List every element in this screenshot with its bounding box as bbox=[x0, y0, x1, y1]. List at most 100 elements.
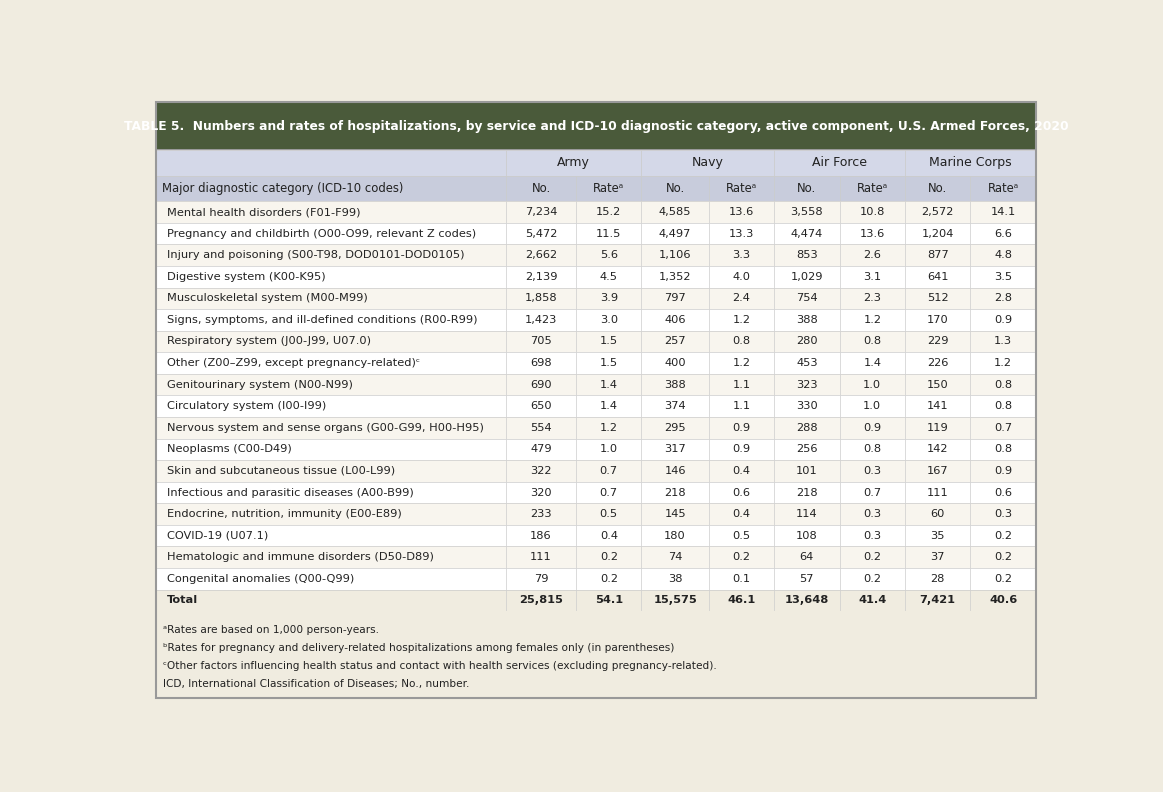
Bar bbox=[840, 223, 905, 245]
Bar bbox=[642, 223, 708, 245]
Bar bbox=[970, 309, 1036, 331]
Bar bbox=[576, 331, 642, 352]
Text: 4,585: 4,585 bbox=[659, 207, 691, 217]
Text: 690: 690 bbox=[530, 379, 552, 390]
Text: Signs, symptoms, and ill-defined conditions (R00-R99): Signs, symptoms, and ill-defined conditi… bbox=[166, 315, 477, 325]
Bar bbox=[506, 482, 576, 504]
Text: 479: 479 bbox=[530, 444, 552, 455]
Text: 142: 142 bbox=[927, 444, 949, 455]
Bar bbox=[970, 460, 1036, 482]
Bar bbox=[506, 417, 576, 439]
Bar bbox=[840, 176, 905, 201]
Text: 218: 218 bbox=[795, 488, 818, 497]
Text: Rateᵃ: Rateᵃ bbox=[726, 182, 757, 195]
Bar bbox=[970, 223, 1036, 245]
Bar bbox=[506, 395, 576, 417]
Bar bbox=[840, 374, 905, 395]
Text: 388: 388 bbox=[795, 315, 818, 325]
Bar bbox=[775, 176, 840, 201]
Bar bbox=[970, 546, 1036, 568]
Bar bbox=[506, 374, 576, 395]
Bar bbox=[708, 482, 775, 504]
Text: 0.4: 0.4 bbox=[600, 531, 618, 541]
Text: 4.5: 4.5 bbox=[600, 272, 618, 282]
Text: 0.3: 0.3 bbox=[863, 531, 882, 541]
Bar bbox=[506, 460, 576, 482]
Bar bbox=[156, 309, 1036, 331]
Bar bbox=[905, 223, 970, 245]
Text: 141: 141 bbox=[927, 402, 949, 411]
Text: Digestive system (K00-K95): Digestive system (K00-K95) bbox=[166, 272, 326, 282]
Bar bbox=[840, 417, 905, 439]
Text: 7,421: 7,421 bbox=[920, 596, 956, 605]
Bar bbox=[506, 352, 576, 374]
Text: 257: 257 bbox=[664, 337, 686, 346]
Bar bbox=[576, 223, 642, 245]
Bar bbox=[775, 201, 840, 223]
Text: 0.9: 0.9 bbox=[994, 466, 1012, 476]
Bar bbox=[708, 590, 775, 611]
Text: 41.4: 41.4 bbox=[858, 596, 886, 605]
Text: 512: 512 bbox=[927, 293, 949, 303]
Text: 13.6: 13.6 bbox=[729, 207, 754, 217]
Text: 0.7: 0.7 bbox=[600, 466, 618, 476]
Bar bbox=[156, 590, 506, 611]
Bar bbox=[970, 504, 1036, 525]
Bar bbox=[775, 439, 840, 460]
Bar bbox=[156, 149, 1036, 150]
Bar bbox=[156, 504, 1036, 525]
Bar bbox=[708, 460, 775, 482]
Text: No.: No. bbox=[531, 182, 551, 195]
Bar bbox=[156, 176, 1036, 201]
Bar bbox=[156, 417, 506, 439]
Text: 37: 37 bbox=[930, 552, 946, 562]
Text: 0.3: 0.3 bbox=[863, 509, 882, 519]
Bar bbox=[156, 525, 506, 546]
Text: 0.2: 0.2 bbox=[863, 552, 882, 562]
Bar bbox=[708, 352, 775, 374]
Text: 698: 698 bbox=[530, 358, 552, 368]
Bar bbox=[775, 266, 840, 287]
Text: Injury and poisoning (S00-T98, DOD0101-DOD0105): Injury and poisoning (S00-T98, DOD0101-D… bbox=[166, 250, 464, 260]
Text: 10.8: 10.8 bbox=[859, 207, 885, 217]
Text: 218: 218 bbox=[664, 488, 686, 497]
Text: 57: 57 bbox=[800, 574, 814, 584]
Text: 3.0: 3.0 bbox=[600, 315, 618, 325]
Bar bbox=[905, 546, 970, 568]
Text: COVID-19 (U07.1): COVID-19 (U07.1) bbox=[166, 531, 267, 541]
Bar bbox=[576, 176, 642, 201]
Bar bbox=[905, 287, 970, 309]
Bar bbox=[970, 374, 1036, 395]
Bar bbox=[840, 352, 905, 374]
Bar bbox=[708, 568, 775, 590]
Text: 0.9: 0.9 bbox=[733, 423, 750, 432]
Text: Rateᵃ: Rateᵃ bbox=[593, 182, 625, 195]
Text: 3.3: 3.3 bbox=[733, 250, 750, 260]
Bar bbox=[905, 590, 970, 611]
Bar bbox=[642, 201, 708, 223]
Text: 46.1: 46.1 bbox=[727, 596, 756, 605]
Bar bbox=[708, 546, 775, 568]
Text: 145: 145 bbox=[664, 509, 686, 519]
Text: 1.0: 1.0 bbox=[600, 444, 618, 455]
Bar bbox=[708, 223, 775, 245]
Bar bbox=[840, 590, 905, 611]
Bar bbox=[156, 266, 1036, 287]
Text: 233: 233 bbox=[530, 509, 552, 519]
Bar bbox=[156, 417, 1036, 439]
Text: 25,815: 25,815 bbox=[519, 596, 563, 605]
Bar bbox=[576, 482, 642, 504]
Text: 0.3: 0.3 bbox=[863, 466, 882, 476]
Text: 28: 28 bbox=[930, 574, 944, 584]
Bar bbox=[576, 568, 642, 590]
Text: Air Force: Air Force bbox=[812, 157, 868, 169]
Bar bbox=[156, 568, 506, 590]
Text: 374: 374 bbox=[664, 402, 686, 411]
Bar bbox=[642, 525, 708, 546]
Bar bbox=[642, 504, 708, 525]
Text: 11.5: 11.5 bbox=[597, 229, 621, 238]
Text: 0.9: 0.9 bbox=[863, 423, 882, 432]
Text: Rateᵃ: Rateᵃ bbox=[857, 182, 887, 195]
Bar bbox=[506, 568, 576, 590]
Text: 15,575: 15,575 bbox=[654, 596, 697, 605]
